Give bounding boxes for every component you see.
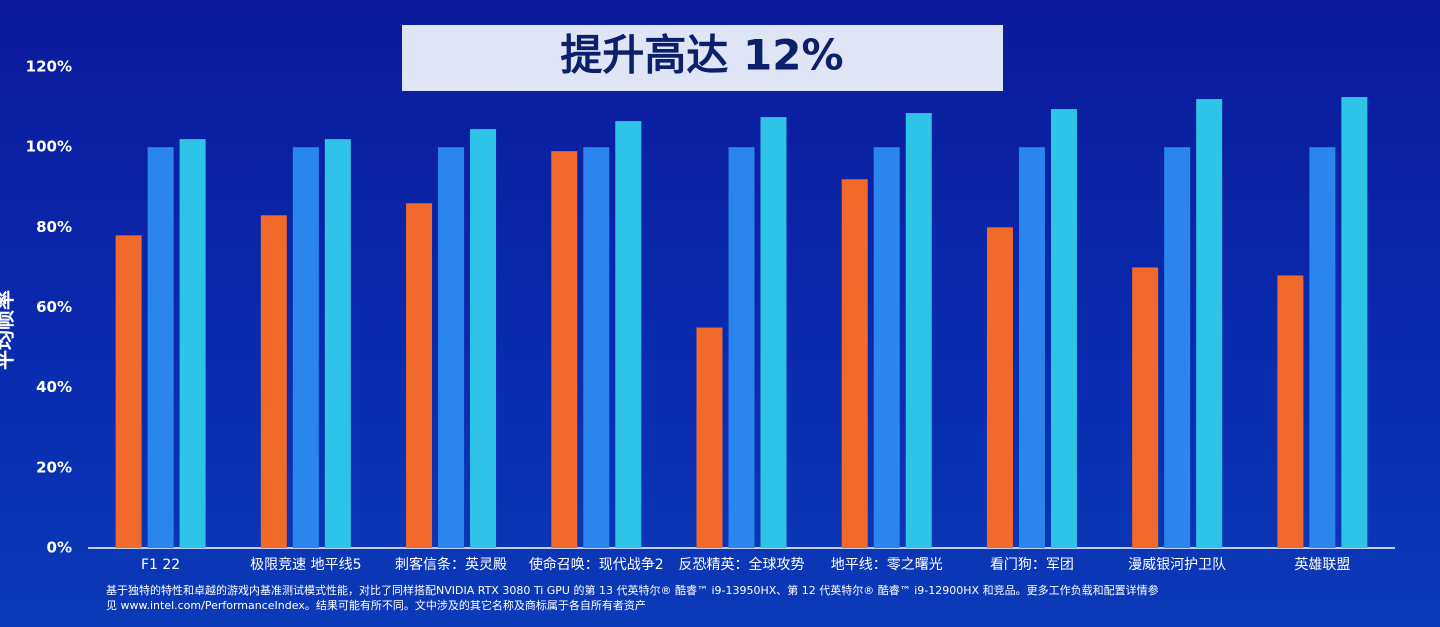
y-tick-label: 60% [36, 298, 72, 316]
bar [406, 203, 433, 549]
x-tick-label: 漫威银河护卫队 [1128, 557, 1226, 573]
bar [1132, 267, 1159, 548]
x-tick-label: 地平线：零之曙光 [831, 557, 943, 573]
bar [615, 121, 642, 549]
footnote: 基于独特的特性和卓越的游戏内基准测试模式性能，对比了同样搭配NVIDIA RTX… [106, 583, 1159, 597]
bar [1341, 97, 1368, 548]
bar [1309, 147, 1336, 548]
x-tick-label: 刺客信条：英灵殿 [395, 556, 507, 573]
bar [873, 147, 900, 548]
y-axis-label: 平均帧率 [0, 290, 17, 370]
bar [260, 215, 287, 548]
bar [179, 139, 206, 548]
bar [696, 327, 723, 548]
bar [551, 151, 578, 549]
x-tick-label: F1 22 [141, 557, 180, 573]
bar [1018, 147, 1045, 548]
bar [324, 139, 351, 548]
bar [115, 235, 142, 548]
chart-title: 提升高达 12% [560, 31, 843, 80]
x-tick-label: 反恐精英：全球攻势 [679, 556, 805, 573]
bar [470, 129, 497, 549]
bar [1164, 147, 1191, 548]
y-tick-label: 120% [26, 58, 72, 76]
title-box [402, 25, 1003, 91]
bar [760, 117, 787, 549]
bar [728, 147, 755, 548]
y-tick-label: 40% [36, 378, 72, 396]
bar [438, 147, 465, 548]
bar [1050, 109, 1077, 549]
y-tick-label: 0% [47, 539, 72, 557]
bar [583, 147, 610, 548]
y-tick-label: 20% [36, 458, 72, 476]
bar [841, 179, 868, 548]
bar [1196, 99, 1223, 549]
x-tick-label: 看门狗：军团 [990, 557, 1074, 573]
bar [292, 147, 319, 548]
x-tick-label: 使命召唤：现代战争2 [529, 556, 664, 573]
y-tick-label: 100% [26, 138, 72, 156]
bar [905, 113, 932, 549]
bar [986, 227, 1013, 549]
x-tick-label: 英雄联盟 [1294, 556, 1350, 573]
footnote: 见 www.intel.com/PerformanceIndex。结果可能有所不… [106, 598, 646, 612]
x-tick-label: 极限竞速 地平线5 [250, 556, 361, 573]
bar [147, 147, 174, 548]
bar [1277, 275, 1304, 548]
y-tick-label: 80% [36, 218, 72, 236]
